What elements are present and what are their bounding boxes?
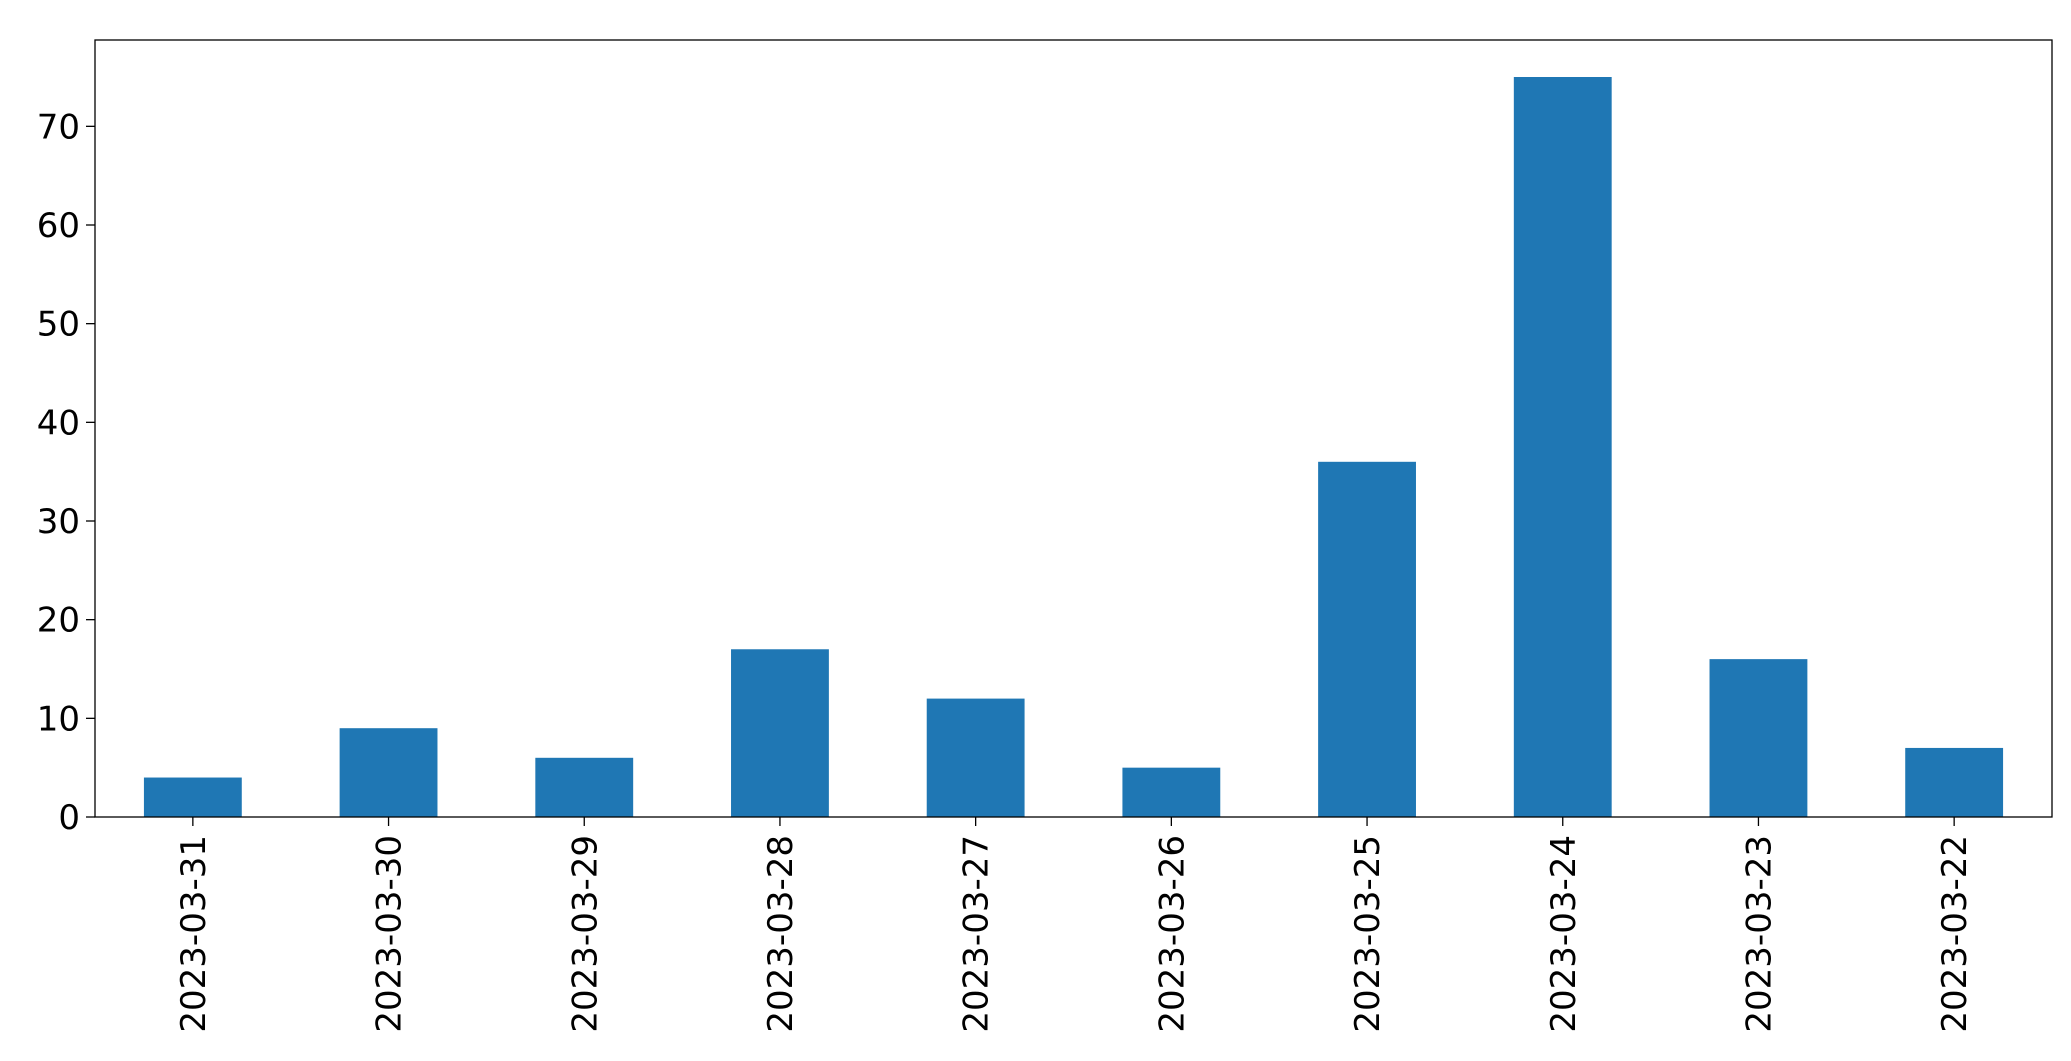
x-tick-label: 2023-03-31: [174, 835, 214, 1033]
y-tick-label: 10: [37, 699, 80, 739]
x-tick-label: 2023-03-27: [957, 835, 997, 1033]
x-tick-label: 2023-03-30: [370, 835, 410, 1033]
bar: [339, 728, 438, 817]
bar: [1709, 659, 1808, 817]
bar: [1122, 767, 1221, 817]
x-tick-label: 2023-03-23: [1739, 835, 1779, 1033]
x-tick-label: 2023-03-28: [761, 835, 801, 1033]
bar: [1318, 461, 1416, 817]
bar: [926, 698, 1025, 817]
x-tick-label: 2023-03-25: [1348, 835, 1388, 1033]
y-tick-label: 0: [58, 798, 80, 838]
y-tick-label: 30: [37, 502, 80, 542]
x-tick-label: 2023-03-26: [1152, 835, 1192, 1033]
y-tick-label: 60: [37, 206, 80, 246]
bar: [535, 757, 634, 817]
plot-frame: [94, 39, 2053, 818]
y-tick-label: 50: [37, 305, 80, 345]
bar: [143, 777, 242, 817]
x-tick-label: 2023-03-22: [1935, 835, 1975, 1033]
x-tick-label: 2023-03-29: [565, 835, 605, 1033]
y-tick-label: 20: [37, 601, 80, 641]
bar: [1905, 747, 2004, 817]
y-tick-label: 40: [37, 403, 80, 443]
bar: [1513, 77, 1612, 817]
bar: [731, 649, 829, 817]
x-tick-label: 2023-03-24: [1544, 835, 1584, 1033]
y-tick-label: 70: [37, 107, 80, 147]
